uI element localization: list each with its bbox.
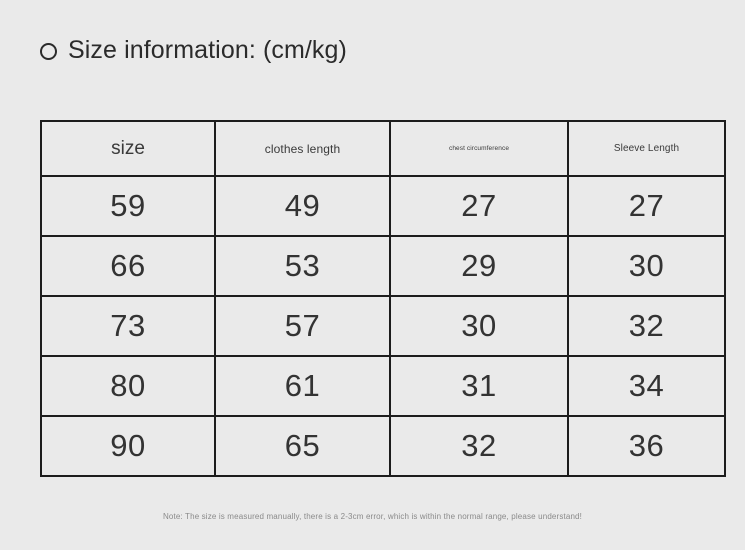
cell-clothes-length: 57 — [214, 295, 391, 357]
cell-sleeve-length: 27 — [567, 175, 726, 237]
cell-size: 59 — [40, 175, 216, 237]
cell-size: 66 — [40, 235, 216, 297]
column-header-sleeve-length: Sleeve Length — [567, 120, 726, 177]
cell-chest-circumference: 32 — [389, 415, 569, 477]
cell-sleeve-length: 30 — [567, 235, 726, 297]
cell-chest-circumference: 29 — [389, 235, 569, 297]
page-title-row: Size information: (cm/kg) — [40, 30, 347, 70]
measurement-disclaimer: Note: The size is measured manually, the… — [162, 512, 583, 521]
circle-outline-icon — [40, 42, 57, 60]
cell-clothes-length: 53 — [214, 235, 391, 297]
table-row: 90 65 32 36 — [40, 415, 726, 477]
cell-clothes-length: 49 — [214, 175, 391, 237]
column-header-chest-circumference: chest circumference — [389, 120, 569, 177]
cell-size: 80 — [40, 355, 216, 417]
cell-sleeve-length: 36 — [567, 415, 726, 477]
page-title: Size information: (cm/kg) — [68, 35, 347, 64]
table-body: 59 49 27 27 66 53 29 30 73 57 30 32 80 6… — [40, 175, 726, 477]
cell-size: 90 — [40, 415, 216, 477]
table-header-row: size clothes length chest circumference … — [40, 120, 726, 177]
column-header-clothes-length: clothes length — [214, 120, 391, 177]
table-header: size clothes length chest circumference … — [40, 120, 726, 177]
table-row: 66 53 29 30 — [40, 235, 726, 297]
table-row: 59 49 27 27 — [40, 175, 726, 237]
cell-sleeve-length: 34 — [567, 355, 726, 417]
cell-sleeve-length: 32 — [567, 295, 726, 357]
table-row: 80 61 31 34 — [40, 355, 726, 417]
cell-clothes-length: 61 — [214, 355, 391, 417]
column-header-size: size — [40, 120, 216, 177]
cell-chest-circumference: 30 — [389, 295, 569, 357]
cell-clothes-length: 65 — [214, 415, 391, 477]
table-row: 73 57 30 32 — [40, 295, 726, 357]
cell-chest-circumference: 27 — [389, 175, 569, 237]
size-information-table: size clothes length chest circumference … — [40, 120, 726, 477]
cell-size: 73 — [40, 295, 216, 357]
cell-chest-circumference: 31 — [389, 355, 569, 417]
